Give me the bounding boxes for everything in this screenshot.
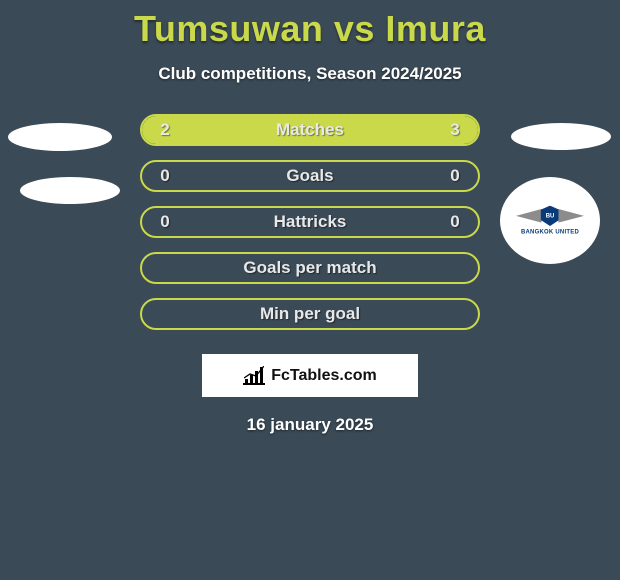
- stat-value-right: 0: [440, 212, 470, 232]
- snapshot-date: 16 january 2025: [0, 415, 620, 435]
- fctables-brand-card[interactable]: FcTables.com: [202, 354, 418, 397]
- stat-row-min-per-goal: Min per goal: [140, 298, 480, 330]
- stat-label: Hattricks: [180, 212, 440, 232]
- badge-wings-icon: [516, 206, 584, 228]
- stat-row-goals: 0 Goals 0: [140, 160, 480, 192]
- badge-shield-icon: [541, 206, 560, 226]
- stat-value-left: 0: [150, 166, 180, 186]
- badge-text: BANGKOK UNITED: [516, 229, 584, 235]
- stats-container: 2 Matches 3 0 Goals 0 0 Hattricks 0 Goal…: [140, 114, 480, 330]
- player-photo-placeholder-left-2: [20, 177, 120, 204]
- bar-chart-icon: [243, 367, 265, 385]
- stat-value-right: 3: [440, 120, 470, 140]
- fctables-brand-text: FcTables.com: [271, 367, 377, 385]
- stat-value-right: 0: [440, 166, 470, 186]
- player-photo-placeholder-right-1: [511, 123, 611, 150]
- page-title: Tumsuwan vs Imura: [0, 0, 620, 50]
- stat-label: Min per goal: [180, 304, 440, 324]
- stat-row-hattricks: 0 Hattricks 0: [140, 206, 480, 238]
- stat-row-goals-per-match: Goals per match: [140, 252, 480, 284]
- stat-label: Goals: [180, 166, 440, 186]
- stat-value-left: 0: [150, 212, 180, 232]
- club-badge-bangkok-united: BANGKOK UNITED: [500, 177, 600, 264]
- season-subtitle: Club competitions, Season 2024/2025: [0, 64, 620, 84]
- stat-label: Matches: [180, 120, 440, 140]
- stat-value-left: 2: [150, 120, 180, 140]
- stat-label: Goals per match: [180, 258, 440, 278]
- player-photo-placeholder-left-1: [8, 123, 112, 151]
- stat-row-matches: 2 Matches 3: [140, 114, 480, 146]
